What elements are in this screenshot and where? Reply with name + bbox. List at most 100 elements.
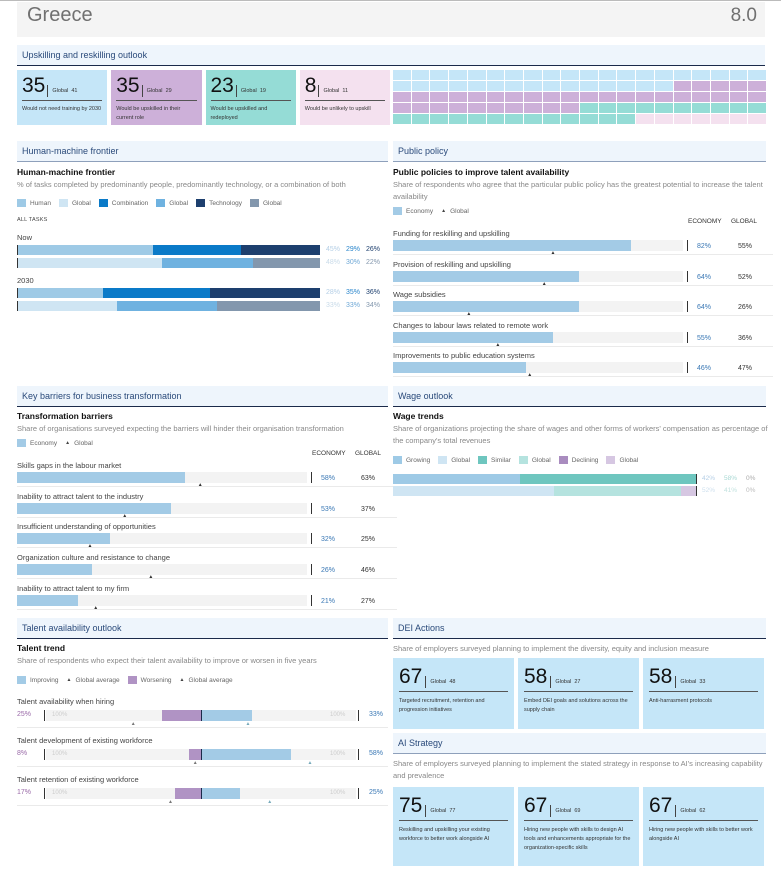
row-divider — [17, 516, 397, 518]
legend-label: Global — [451, 456, 471, 464]
card-value: 67 — [649, 794, 673, 817]
card-global: Global 41 — [47, 85, 77, 97]
economy-value: 46% — [697, 365, 712, 372]
card-global: Global 29 — [141, 85, 172, 97]
legend-swatch — [558, 456, 568, 464]
legend-swatch — [98, 199, 108, 207]
global-value-label: 48% — [326, 259, 341, 266]
waffle-cell — [411, 114, 430, 124]
waffle-cell — [692, 92, 710, 102]
economy-stacked-bar — [17, 288, 320, 298]
economy-segment — [153, 245, 242, 255]
global-marker-icon: ▲ — [550, 250, 556, 256]
waffle-cell — [654, 103, 673, 113]
global-label: Global — [680, 808, 697, 814]
waffle-cell — [411, 81, 430, 91]
waffle-cell — [523, 70, 542, 80]
legend-label: Similar — [491, 456, 511, 464]
bar-track — [17, 594, 307, 606]
card-divider — [116, 100, 197, 101]
global-triangle-icon: ▲ — [441, 208, 447, 214]
legend-label: Combination — [111, 199, 149, 207]
card-global: Global 19 — [235, 85, 266, 97]
improving-value: 58% — [369, 750, 384, 757]
row-label: Inability to attract talent to the indus… — [17, 491, 144, 501]
global-value: 33 — [699, 679, 706, 685]
row-divider — [17, 486, 397, 487]
waffle-cell — [467, 70, 486, 80]
waffle-cell — [393, 92, 411, 102]
waffle-cell — [729, 92, 748, 102]
waffle-cell — [748, 114, 766, 124]
legend-label: Growing — [406, 456, 431, 464]
global-value: 77 — [449, 808, 456, 814]
waffle-cell — [523, 92, 542, 102]
wage-economy-stacked-bar — [393, 474, 696, 484]
card-divider — [210, 100, 291, 101]
waffle-cell — [449, 92, 467, 102]
row-divider — [17, 727, 388, 728]
global-stacked-bar — [17, 301, 320, 311]
waffle-cell — [729, 114, 748, 124]
global-marker-icon: ▲ — [197, 482, 203, 488]
talent-title: Talent trend — [17, 643, 66, 653]
global-improving-marker-icon: ▲ — [307, 760, 313, 766]
waffle-cell — [692, 70, 710, 80]
economy-bar — [17, 472, 186, 483]
waffle-cell — [580, 103, 598, 113]
economy-bar — [17, 533, 110, 545]
card-divider — [399, 691, 508, 692]
legend-item: Similar — [478, 456, 511, 464]
row-divider — [17, 766, 388, 767]
human-machine-legend: Human Global Combination Global Technology Gl… — [17, 199, 287, 207]
waffle-cell — [673, 92, 692, 102]
waffle-cell — [580, 92, 598, 102]
economy-value-label: 28% — [326, 289, 341, 296]
row-label: Funding for reskilling and upskilling — [393, 229, 510, 238]
dei-subtitle: Share of employers surveyed planning to … — [393, 644, 709, 653]
column-header-economy: ECONOMY — [312, 450, 346, 457]
legend-swatch — [196, 199, 206, 207]
waffle-cell — [710, 114, 729, 124]
ai-subtitle: Share of employers surveyed planning to … — [393, 759, 763, 780]
talent-subtitle: Share of respondents who expect their ta… — [17, 656, 317, 665]
upskilling-card: 23 Global 19 Would be upskilled and redepl… — [205, 70, 296, 125]
global-value: 41 — [71, 88, 78, 94]
global-marker-icon: ▲ — [466, 311, 472, 317]
bar-end-tick — [696, 486, 697, 496]
top-divider — [0, 0, 781, 1]
bar-end-tick — [687, 301, 688, 312]
bar-end-tick — [311, 594, 312, 606]
section-header-barriers: Key barriers for business transformation — [17, 386, 388, 407]
card-global: Global 69 — [550, 805, 580, 817]
waffle-cell — [542, 103, 561, 113]
economy-value-label: 26% — [366, 246, 381, 253]
bar-start-tick — [17, 301, 18, 311]
economy-value-label: 35% — [346, 289, 361, 296]
card-value: 35 — [22, 74, 46, 97]
bar-end-tick — [687, 362, 688, 373]
group-label: 2030 — [17, 276, 34, 285]
card-value: 67 — [399, 665, 423, 688]
global-value: 63% — [361, 475, 376, 482]
global-value: 19 — [259, 88, 266, 94]
waffle-cell — [729, 81, 748, 91]
economy-value: 32% — [321, 536, 336, 544]
card-value: 35 — [116, 74, 140, 97]
bar-end-tick — [687, 240, 688, 251]
global-marker-icon: ▲ — [541, 280, 547, 287]
legend-item: Global — [438, 456, 470, 464]
row-label: Talent availability when hiring — [17, 697, 115, 706]
waffle-cell — [449, 70, 467, 80]
waffle-cell — [486, 114, 505, 124]
global-value: 25% — [361, 536, 376, 544]
global-value: 55% — [738, 243, 753, 250]
worsening-bar — [174, 788, 201, 799]
economy-bar — [393, 301, 579, 312]
row-label: Insufficient understanding of opportunit… — [17, 522, 156, 532]
legend-label: Declining — [571, 456, 599, 464]
country-name: Greece — [27, 4, 93, 26]
waffle-cell — [692, 114, 710, 124]
legend-item: Global — [156, 199, 188, 207]
all-tasks-label: ALL TASKS — [17, 217, 48, 223]
